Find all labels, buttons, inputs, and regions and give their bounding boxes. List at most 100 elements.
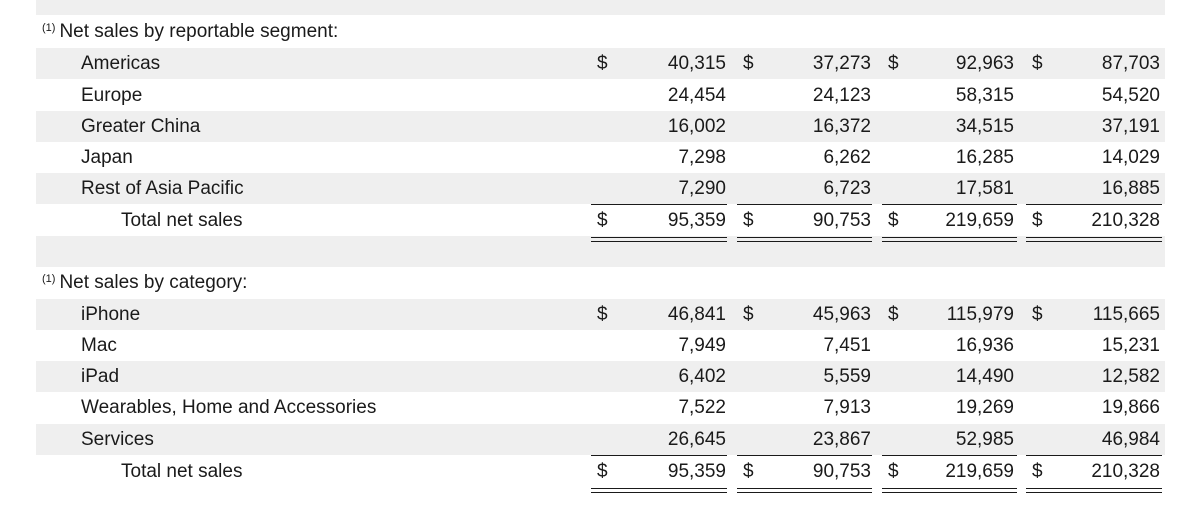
total-rule	[591, 204, 727, 205]
row-label: Wearables, Home and Accessories	[81, 397, 377, 418]
total-value: 219,659	[945, 210, 1014, 231]
value-cell: 19,269	[955, 397, 1014, 418]
value-cell: 46,841	[667, 304, 726, 325]
currency-symbol: $	[1032, 304, 1043, 325]
total-rule	[591, 455, 727, 456]
currency-symbol: $	[597, 53, 608, 74]
section-heading: (1) Net sales by reportable segment:	[42, 16, 338, 47]
currency-symbol: $	[888, 53, 899, 74]
value-cell: 40,315	[667, 53, 726, 74]
double-rule	[591, 237, 727, 238]
value-cell: 19,866	[1101, 397, 1160, 418]
total-value: 95,359	[667, 210, 726, 231]
table-row: Japan 7,298 6,262 16,285 14,029	[36, 142, 1165, 173]
total-value: 90,753	[812, 461, 871, 482]
value-cell: 16,285	[955, 147, 1014, 168]
currency-symbol: $	[743, 210, 754, 231]
total-label: Total net sales	[121, 210, 243, 231]
total-value: 210,328	[1091, 461, 1160, 482]
row-label: Greater China	[81, 116, 201, 137]
total-row: Total net sales $ 95,359 $ 90,753 $ 219,…	[36, 205, 1165, 236]
value-cell: 23,867	[812, 429, 871, 450]
table-row: Mac 7,949 7,451 16,936 15,231	[36, 330, 1165, 361]
value-cell: 24,123	[812, 85, 871, 106]
total-rule	[737, 204, 872, 205]
double-rule	[1026, 488, 1162, 489]
value-cell: 7,522	[678, 397, 726, 418]
value-cell: 7,298	[678, 147, 726, 168]
spacer-row	[36, 0, 1165, 15]
double-rule	[737, 492, 872, 493]
currency-symbol: $	[1032, 53, 1043, 74]
table-row: Europe 24,454 24,123 58,315 54,520	[36, 80, 1165, 111]
value-cell: 14,490	[955, 366, 1014, 387]
total-row: Total net sales $ 95,359 $ 90,753 $ 219,…	[36, 456, 1165, 487]
currency-symbol: $	[743, 53, 754, 74]
value-cell: 12,582	[1101, 366, 1160, 387]
value-cell: 6,262	[823, 147, 871, 168]
double-rule	[882, 488, 1017, 489]
value-cell: 16,002	[667, 116, 726, 137]
value-cell: 7,451	[823, 335, 871, 356]
table-row: Services 26,645 23,867 52,985 46,984	[36, 424, 1165, 455]
table-row: Americas $ 40,315 $ 37,273 $ 92,963 $ 87…	[36, 48, 1165, 79]
value-cell: 34,515	[955, 116, 1014, 137]
double-rule	[882, 492, 1017, 493]
currency-symbol: $	[1032, 210, 1043, 231]
value-cell: 7,290	[678, 178, 726, 199]
double-rule	[591, 241, 727, 242]
value-cell: 58,315	[955, 85, 1014, 106]
currency-symbol: $	[597, 304, 608, 325]
double-rule	[591, 488, 727, 489]
currency-symbol: $	[888, 210, 899, 231]
row-label: Americas	[81, 53, 161, 74]
total-label: Total net sales	[121, 461, 243, 482]
value-cell: 6,402	[678, 366, 726, 387]
value-cell: 45,963	[812, 304, 871, 325]
row-label: iPad	[81, 366, 120, 387]
value-cell: 46,984	[1101, 429, 1160, 450]
table-row: Greater China 16,002 16,372 34,515 37,19…	[36, 111, 1165, 142]
footnote-marker: (1)	[42, 22, 56, 34]
currency-symbol: $	[743, 304, 754, 325]
row-label: Europe	[81, 85, 143, 106]
section-heading-row: (1) Net sales by category:	[36, 267, 1165, 298]
total-value: 90,753	[812, 210, 871, 231]
double-rule	[882, 241, 1017, 242]
value-cell: 16,372	[812, 116, 871, 137]
value-cell: 37,273	[812, 53, 871, 74]
currency-symbol: $	[743, 461, 754, 482]
value-cell: 37,191	[1101, 116, 1160, 137]
value-cell: 7,949	[678, 335, 726, 356]
value-cell: 26,645	[667, 429, 726, 450]
double-rule	[737, 237, 872, 238]
double-rule	[1026, 241, 1162, 242]
row-label: iPhone	[81, 304, 141, 325]
table-row: iPad 6,402 5,559 14,490 12,582	[36, 361, 1165, 392]
currency-symbol: $	[888, 304, 899, 325]
value-cell: 115,979	[946, 304, 1014, 325]
value-cell: 24,454	[667, 85, 726, 106]
value-cell: 14,029	[1101, 147, 1160, 168]
table-row: Rest of Asia Pacific 7,290 6,723 17,581 …	[36, 173, 1165, 204]
double-rule	[737, 488, 872, 489]
total-rule	[1026, 204, 1162, 205]
footnote-marker: (1)	[42, 273, 56, 285]
section-heading-text: Net sales by category:	[59, 272, 248, 293]
total-rule	[882, 204, 1017, 205]
currency-symbol: $	[597, 210, 608, 231]
double-rule	[1026, 237, 1162, 238]
value-cell: 87,703	[1101, 53, 1160, 74]
value-cell: 115,665	[1092, 304, 1160, 325]
value-cell: 54,520	[1101, 85, 1160, 106]
double-rule	[591, 492, 727, 493]
table-row: Wearables, Home and Accessories 7,522 7,…	[36, 392, 1165, 423]
double-rule	[1026, 492, 1162, 493]
section-heading-row: (1) Net sales by reportable segment:	[36, 16, 1165, 47]
value-cell: 52,985	[955, 429, 1014, 450]
value-cell: 7,913	[823, 397, 871, 418]
value-cell: 16,885	[1101, 178, 1160, 199]
double-rule	[737, 241, 872, 242]
total-rule	[1026, 455, 1162, 456]
